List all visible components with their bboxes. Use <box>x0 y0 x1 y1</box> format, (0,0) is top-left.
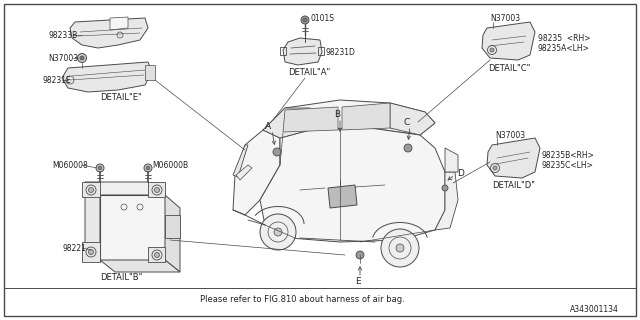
Circle shape <box>301 16 309 24</box>
Text: E: E <box>355 277 361 286</box>
Circle shape <box>154 252 159 258</box>
Circle shape <box>96 164 104 172</box>
Circle shape <box>493 166 497 170</box>
Circle shape <box>146 166 150 170</box>
Polygon shape <box>328 185 357 208</box>
Circle shape <box>273 148 281 156</box>
Polygon shape <box>82 242 100 262</box>
Circle shape <box>381 229 419 267</box>
Circle shape <box>274 228 282 236</box>
Polygon shape <box>148 247 165 262</box>
Circle shape <box>80 56 84 60</box>
Polygon shape <box>233 130 280 215</box>
Text: B: B <box>334 109 340 118</box>
Polygon shape <box>445 148 458 172</box>
Circle shape <box>88 188 93 193</box>
Text: C: C <box>404 117 410 126</box>
Text: 98235  <RH>: 98235 <RH> <box>538 34 591 43</box>
Polygon shape <box>85 182 100 260</box>
Polygon shape <box>233 145 248 177</box>
Circle shape <box>144 164 152 172</box>
Polygon shape <box>100 260 180 272</box>
Text: N37003: N37003 <box>490 13 520 22</box>
Polygon shape <box>236 165 252 180</box>
Polygon shape <box>100 195 165 260</box>
Polygon shape <box>145 65 155 80</box>
Polygon shape <box>263 108 310 138</box>
Text: N37003: N37003 <box>48 53 78 62</box>
Bar <box>318 47 324 55</box>
Text: M06000B: M06000B <box>152 161 188 170</box>
Text: 98235C<LH>: 98235C<LH> <box>542 161 594 170</box>
Text: 98221: 98221 <box>62 244 86 252</box>
Polygon shape <box>165 215 180 238</box>
Circle shape <box>98 166 102 170</box>
Polygon shape <box>110 17 128 30</box>
Text: M060008: M060008 <box>52 161 88 170</box>
Polygon shape <box>283 107 338 132</box>
Circle shape <box>396 244 404 252</box>
Text: DETAIL"B": DETAIL"B" <box>100 274 142 283</box>
Polygon shape <box>165 195 180 272</box>
Polygon shape <box>85 182 165 195</box>
Text: 98231D: 98231D <box>325 47 355 57</box>
Text: DETAIL"D": DETAIL"D" <box>492 180 535 189</box>
Bar <box>280 47 286 55</box>
Text: 98235A<LH>: 98235A<LH> <box>538 44 590 52</box>
Text: 98235B<RH>: 98235B<RH> <box>542 150 595 159</box>
Polygon shape <box>263 100 435 138</box>
Text: DETAIL"C": DETAIL"C" <box>488 63 531 73</box>
Circle shape <box>303 18 307 22</box>
Text: 98231E: 98231E <box>42 76 71 84</box>
Circle shape <box>404 144 412 152</box>
Circle shape <box>356 251 364 259</box>
Text: DETAIL"A": DETAIL"A" <box>288 68 330 76</box>
Text: D: D <box>457 169 464 178</box>
Circle shape <box>442 185 448 191</box>
Text: Please refer to FIG.810 about harness of air bag.: Please refer to FIG.810 about harness of… <box>200 295 404 305</box>
Polygon shape <box>390 103 435 135</box>
Polygon shape <box>62 62 152 92</box>
Text: DETAIL"E": DETAIL"E" <box>100 92 141 101</box>
Circle shape <box>260 214 296 250</box>
Polygon shape <box>82 182 100 197</box>
Text: A: A <box>265 122 271 131</box>
Circle shape <box>77 53 86 62</box>
Polygon shape <box>70 18 148 48</box>
Polygon shape <box>487 138 540 178</box>
Text: 98233B: 98233B <box>48 30 77 39</box>
Text: N37003: N37003 <box>495 131 525 140</box>
Text: A343001134: A343001134 <box>570 306 619 315</box>
Circle shape <box>154 188 159 193</box>
Polygon shape <box>482 22 535 60</box>
Polygon shape <box>342 103 390 130</box>
Polygon shape <box>260 128 445 242</box>
Polygon shape <box>435 172 458 230</box>
Circle shape <box>88 250 93 254</box>
Polygon shape <box>148 182 165 197</box>
Circle shape <box>490 48 494 52</box>
Polygon shape <box>283 38 322 65</box>
Text: 0101S: 0101S <box>310 13 334 22</box>
